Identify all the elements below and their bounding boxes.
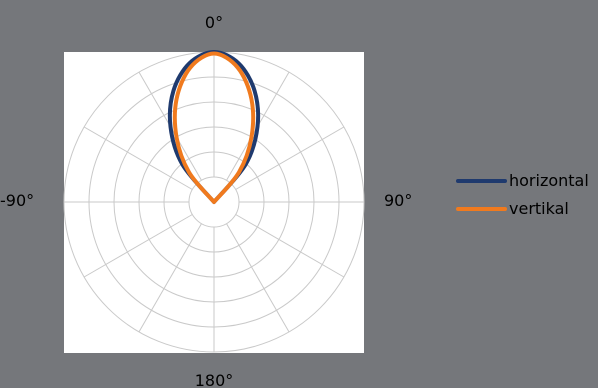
angle-label-bottom: 180° — [194, 371, 234, 388]
grid-spoke — [83, 214, 193, 278]
legend-label-vertikal: vertikal — [509, 199, 569, 218]
grid-spoke — [235, 214, 345, 278]
grid-spoke — [83, 126, 193, 190]
legend-item-vertikal: vertikal — [456, 195, 596, 223]
legend-swatch-vertikal — [456, 207, 507, 211]
grid-spoke — [235, 126, 345, 190]
angle-label-right: 90° — [384, 191, 413, 210]
legend-swatch-horizontal — [456, 179, 507, 183]
chart-legend: horizontal vertikal — [456, 167, 596, 223]
legend-item-horizontal: horizontal — [456, 167, 596, 195]
angle-label-top: 0° — [204, 13, 224, 32]
legend-label-horizontal: horizontal — [509, 171, 589, 190]
angle-label-left: -90° — [0, 191, 35, 210]
grid-spoke — [138, 223, 202, 333]
series-line-vertikal — [172, 51, 256, 204]
grid-spoke — [226, 223, 290, 333]
